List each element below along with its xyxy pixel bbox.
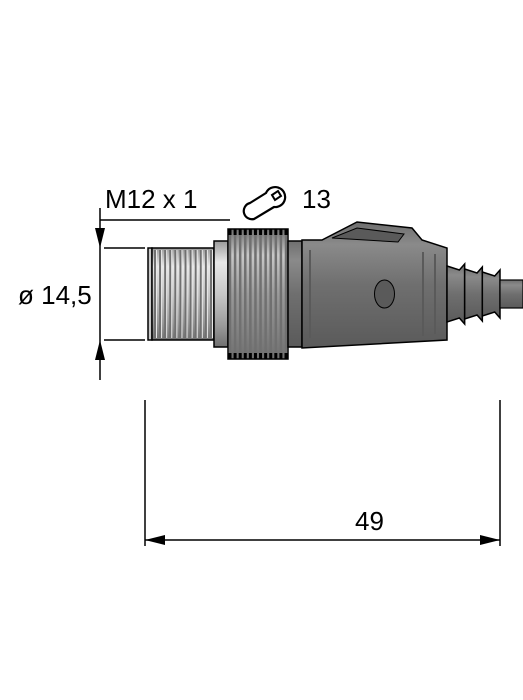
diameter-label: ø 14,5 [18, 280, 92, 311]
technical-drawing [0, 0, 523, 700]
thread-label: M12 x 1 [105, 184, 198, 215]
wrench-size-label: 13 [302, 184, 331, 215]
length-label: 49 [355, 506, 384, 537]
